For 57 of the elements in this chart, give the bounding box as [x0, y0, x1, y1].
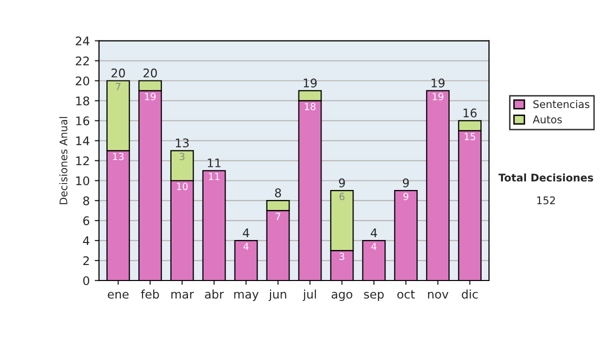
x-tick-label: sep — [364, 292, 384, 301]
total-label: 9 — [338, 178, 345, 188]
total-label: 11 — [208, 158, 221, 168]
x-tick-label: jul — [302, 290, 316, 301]
data-label: 13 — [113, 152, 124, 160]
data-label: 3 — [340, 252, 344, 260]
text: Total Decisiones — [498, 173, 594, 182]
x-tick-label: jun — [268, 290, 286, 301]
y-tick-label: 8 — [83, 196, 90, 206]
y-tick-label: 0 — [83, 276, 90, 286]
y-tick-label: 14 — [76, 136, 90, 146]
x-tick-label: dic — [462, 290, 478, 299]
x-tick-label: nov — [428, 292, 448, 299]
x-tick-label: ene — [108, 292, 129, 299]
data-label: 4 — [371, 242, 376, 250]
total-label: 20 — [144, 68, 157, 78]
total-label: 20 — [112, 68, 125, 78]
x-tick-label: feb — [140, 290, 159, 299]
total-label: 19 — [304, 78, 317, 88]
data-label: 11 — [208, 172, 220, 180]
y-tick-label: 6 — [83, 216, 90, 226]
data-label: 19 — [145, 92, 156, 100]
total-label: 13 — [176, 138, 189, 148]
data-label: 18 — [304, 102, 316, 110]
y-tick-label: 16 — [76, 116, 90, 126]
total-label: 8 — [275, 188, 281, 198]
total-label: 16 — [464, 108, 477, 118]
data-label: 9 — [403, 192, 408, 200]
x-tick-label: abr — [205, 290, 224, 299]
total-label: 19 — [432, 78, 445, 88]
y-tick-label: 2 — [83, 256, 89, 266]
text: 152 — [537, 196, 555, 204]
y-tick-label: 20 — [76, 76, 90, 86]
data-label: 15 — [464, 132, 476, 140]
data-label: 7 — [116, 83, 120, 90]
legend-label: Autos — [532, 116, 562, 124]
x-tick-label: oct — [397, 290, 415, 299]
total-label: 9 — [402, 178, 409, 188]
x-tick-label: may — [234, 292, 259, 301]
data-label: 7 — [276, 212, 280, 220]
x-tick-label: ago — [332, 292, 352, 301]
y-tick-label: 10 — [76, 176, 90, 186]
y-tick-label: 24 — [76, 36, 90, 46]
y-axis-title: Decisiones Anual — [59, 117, 68, 204]
legend-label: Sentencias — [533, 100, 590, 108]
total-label: 4 — [242, 228, 250, 238]
y-tick-label: 18 — [76, 96, 90, 106]
data-label: 6 — [340, 192, 344, 200]
y-tick-label: 4 — [83, 236, 90, 246]
total-label: 4 — [370, 228, 378, 238]
y-tick-label: 22 — [76, 56, 89, 66]
data-label: 4 — [243, 242, 249, 250]
x-tick-label: mar — [171, 292, 194, 299]
y-tick-label: 12 — [76, 156, 89, 166]
data-label: 10 — [176, 182, 188, 190]
data-label: 3 — [180, 152, 184, 160]
data-label: 19 — [432, 92, 444, 100]
